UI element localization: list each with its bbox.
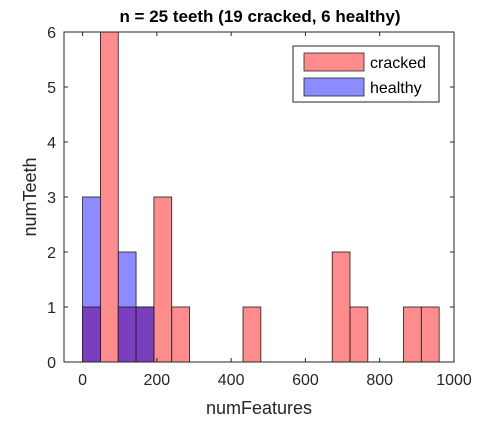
bars-layer	[82, 31, 440, 363]
bar-cracked-0	[100, 31, 119, 363]
chart-title: n = 25 teeth (19 cracked, 6 healthy)	[119, 7, 400, 26]
y-axis-label: numTeeth	[20, 157, 40, 236]
y-tick-label: 2	[47, 245, 56, 262]
bar-cracked-3	[242, 306, 262, 363]
x-axis-label: numFeatures	[206, 398, 312, 418]
bar-cracked-5	[349, 306, 369, 363]
y-tick-label: 4	[47, 135, 56, 152]
x-tick-label: 400	[218, 372, 245, 389]
y-tick-label: 5	[47, 80, 56, 97]
bar-cracked-6	[403, 306, 422, 363]
y-tick-label: 3	[47, 190, 56, 207]
x-tick-label: 200	[144, 372, 171, 389]
legend: cracked healthy	[292, 45, 440, 103]
x-tick-label: 1000	[436, 372, 472, 389]
bar-overlap-2	[135, 306, 155, 363]
y-axis: 0 1 2 3 4 5 6	[47, 25, 454, 372]
bar-cracked-4	[331, 251, 351, 363]
y-tick-label: 0	[47, 355, 56, 372]
x-tick-label: 800	[366, 372, 393, 389]
legend-label-cracked: cracked	[370, 55, 426, 72]
x-axis: 0 200 400 600 800 1000	[78, 32, 472, 389]
bar-overlap-0	[82, 306, 101, 363]
legend-swatch-cracked	[303, 52, 365, 72]
legend-label-healthy: healthy	[370, 80, 422, 97]
y-tick-label: 6	[47, 25, 56, 42]
legend-swatch-healthy	[303, 77, 365, 97]
bar-cracked-7	[420, 306, 440, 363]
bar-cracked-1	[153, 196, 173, 363]
bar-overlap-1	[117, 306, 137, 363]
x-tick-label: 600	[292, 372, 319, 389]
bar-cracked-2	[171, 306, 190, 363]
x-tick-label: 0	[78, 372, 87, 389]
y-tick-label: 1	[47, 300, 56, 317]
